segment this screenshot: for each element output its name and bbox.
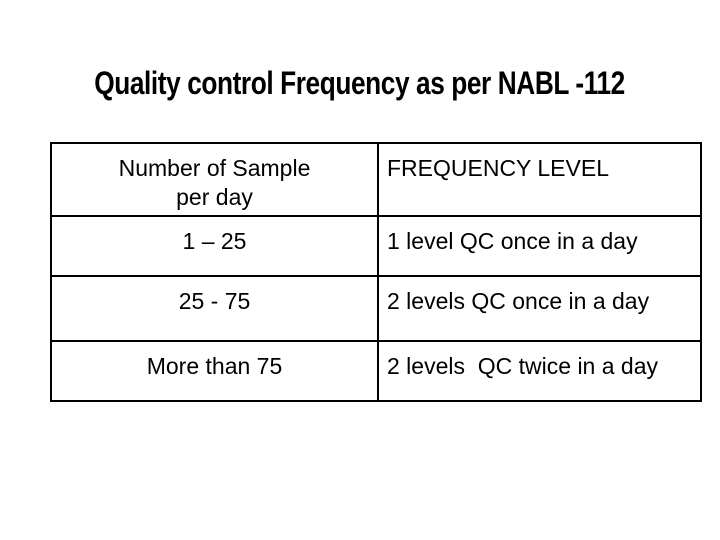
header-cell-samples: Number of Sample per day [50,142,379,217]
header-samples-line1: Number of Sample [118,155,311,181]
cell-samples-range: 25 - 75 [50,275,379,342]
table-row: 1 – 25 1 level QC once in a day [50,215,702,277]
table-header-row: Number of Sample per day FREQUENCY LEVEL [50,142,702,217]
qc-frequency-table: Number of Sample per day FREQUENCY LEVEL… [50,142,702,402]
slide-title: Quality control Frequency as per NABL -1… [94,65,626,101]
table-row: More than 75 2 levels QC twice in a day [50,340,702,402]
cell-frequency-level: 2 levels QC once in a day [377,275,702,342]
header-samples-line2: per day [176,184,253,210]
cell-samples-range: More than 75 [50,340,379,402]
header-cell-frequency: FREQUENCY LEVEL [377,142,702,217]
cell-samples-range: 1 – 25 [50,215,379,277]
table-row: 25 - 75 2 levels QC once in a day [50,275,702,342]
title-container: Quality control Frequency as per NABL -1… [0,66,720,100]
cell-frequency-level: 2 levels QC twice in a day [377,340,702,402]
cell-frequency-level: 1 level QC once in a day [377,215,702,277]
